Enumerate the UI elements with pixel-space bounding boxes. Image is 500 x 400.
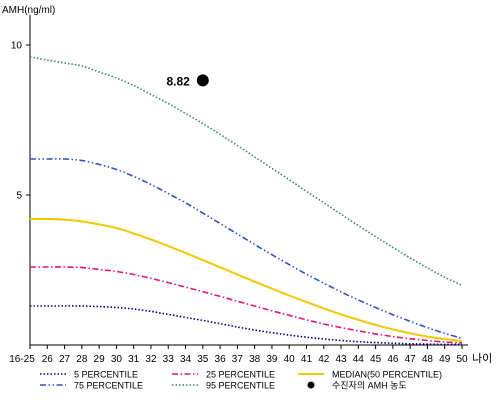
x-tick-label: 39	[266, 354, 278, 365]
legend-label: 95 PERCENTILE	[206, 381, 275, 391]
x-tick-label: 40	[284, 354, 296, 365]
legend-item: MEDIAN(50 PERCENTILE)	[298, 370, 442, 380]
legend-label: 25 PERCENTILE	[206, 370, 275, 380]
x-tick-label: 27	[59, 354, 71, 365]
legend-label: 수진자의 AMH 농도	[332, 381, 407, 391]
x-tick-label: 35	[197, 354, 209, 365]
legend-label: 75 PERCENTILE	[74, 381, 143, 391]
legend-marker-dot	[307, 381, 315, 389]
x-tick-label: 42	[318, 354, 330, 365]
y-axis-label: AMH(ng/ml)	[2, 5, 55, 16]
x-tick-label: 31	[128, 354, 140, 365]
x-tick-label: 28	[76, 354, 88, 365]
x-tick-label: 44	[353, 354, 365, 365]
legend-item: 5 PERCENTILE	[40, 370, 138, 380]
x-tick-label: 32	[145, 354, 157, 365]
patient-amh-value-label: 8.82	[166, 74, 190, 88]
x-tick-label: 45	[370, 354, 382, 365]
series-line-median-50-percentile	[29, 217, 463, 343]
x-tick-label: 37	[232, 354, 244, 365]
x-tick-label: 29	[94, 354, 106, 365]
x-tick-label: 49	[439, 354, 451, 365]
axes: AMH(ng/ml) 나이 5 10 16-25 26 27 28 29 30 31 32 33 34 35…	[2, 5, 492, 365]
legend-item: 25 PERCENTILE	[172, 370, 275, 380]
x-tick-label: 26	[42, 354, 54, 365]
legend-item: 95 PERCENTILE	[172, 381, 275, 391]
legend-item: 75 PERCENTILE	[40, 381, 143, 391]
y-tick-label: 5	[16, 191, 22, 202]
x-tick-label: 50	[456, 354, 468, 365]
x-tick-label: 33	[163, 354, 175, 365]
series-line-75-percentile	[30, 158, 463, 340]
x-tick-label: 43	[335, 354, 347, 365]
x-tick-label: 36	[215, 354, 227, 365]
legend-label: MEDIAN(50 PERCENTILE)	[332, 370, 442, 380]
x-tick-label: 30	[111, 354, 123, 365]
patient-marker-group: 8.82	[166, 74, 209, 88]
legend-label: 5 PERCENTILE	[74, 370, 138, 380]
x-tick-label: 34	[180, 354, 192, 365]
legend: 5 PERCENTILE 25 PERCENTILE MEDIAN(50 PERCE…	[40, 370, 442, 391]
legend-item: 수진자의 AMH 농도	[307, 381, 407, 391]
series-group	[29, 56, 463, 346]
x-tick-label: 16-25	[9, 354, 35, 365]
x-tick-label: 46	[387, 354, 399, 365]
x-axis-label: 나이	[472, 352, 492, 365]
x-tick-label: 47	[405, 354, 417, 365]
series-line-5-percentile	[30, 305, 463, 346]
patient-amh-point	[196, 74, 209, 87]
y-tick-label: 10	[11, 41, 23, 52]
x-tick-label: 41	[301, 354, 313, 365]
x-tick-label: 38	[249, 354, 261, 365]
x-tick-label: 48	[422, 354, 434, 365]
series-line-95-percentile	[29, 56, 463, 287]
